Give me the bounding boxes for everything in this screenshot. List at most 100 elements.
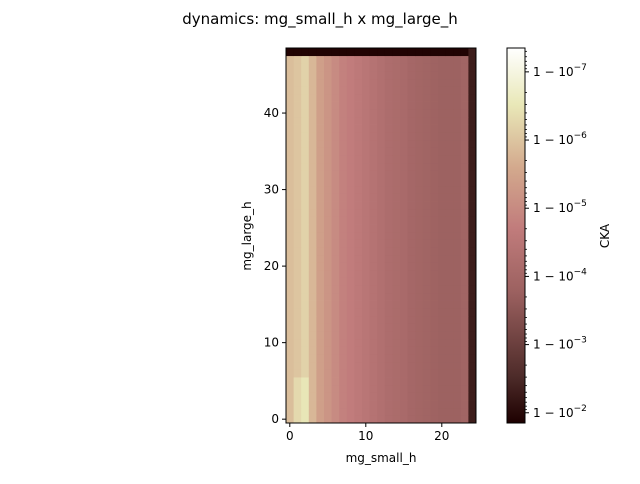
- heatmap-cell: [392, 185, 401, 194]
- heatmap-cell: [415, 201, 424, 210]
- heatmap-cell: [445, 361, 454, 370]
- heatmap-cell: [369, 308, 378, 317]
- heatmap-cell: [392, 162, 401, 171]
- heatmap-cell: [445, 55, 454, 64]
- heatmap-cell: [460, 147, 469, 156]
- heatmap-cell: [331, 178, 340, 187]
- heatmap-cell: [354, 331, 363, 340]
- heatmap-cell: [468, 178, 477, 187]
- heatmap-cell: [301, 224, 310, 233]
- heatmap-cell: [422, 254, 431, 263]
- heatmap-cell: [362, 178, 370, 187]
- heatmap-cell: [316, 269, 325, 278]
- heatmap-cell: [438, 254, 446, 263]
- heatmap-cell: [369, 185, 378, 194]
- heatmap-cell: [316, 48, 325, 57]
- heatmap-cell: [422, 224, 431, 233]
- heatmap-cell: [407, 185, 416, 194]
- heatmap-cell: [400, 224, 408, 233]
- heatmap-cell: [384, 132, 393, 141]
- heatmap-cell: [468, 70, 477, 80]
- heatmap-cell: [445, 224, 454, 233]
- heatmap-cell: [324, 162, 332, 171]
- heatmap-cell: [453, 300, 462, 309]
- heatmap-cell: [438, 139, 446, 148]
- heatmap-cell: [286, 116, 294, 125]
- heatmap-cell: [453, 86, 462, 95]
- heatmap-cell: [354, 124, 363, 133]
- heatmap-cell: [286, 331, 294, 340]
- heatmap-cell: [369, 392, 378, 401]
- heatmap-cell: [377, 70, 386, 80]
- heatmap-cell: [415, 116, 424, 125]
- heatmap-cell: [384, 308, 393, 317]
- heatmap-cell: [422, 338, 431, 347]
- heatmap-cell: [377, 208, 386, 217]
- heatmap-cell: [354, 55, 363, 64]
- heatmap-cell: [400, 262, 408, 271]
- heatmap-cell: [377, 354, 386, 363]
- heatmap-cell: [308, 346, 317, 355]
- heatmap-cell: [346, 147, 355, 156]
- heatmap-cell: [400, 323, 408, 332]
- heatmap-cell: [286, 208, 294, 217]
- heatmap-cell: [445, 132, 454, 141]
- heatmap-cell: [362, 78, 370, 87]
- heatmap-cell: [354, 262, 363, 271]
- heatmap-cell: [308, 315, 317, 324]
- heatmap-cell: [301, 338, 310, 347]
- heatmap-cell: [460, 384, 469, 393]
- heatmap-cell: [369, 384, 378, 393]
- heatmap-cell: [339, 400, 348, 409]
- heatmap-cell: [468, 269, 477, 278]
- heatmap-cell: [407, 63, 416, 72]
- heatmap-cell: [438, 308, 446, 317]
- heatmap-cell: [362, 48, 370, 57]
- heatmap-cell: [468, 392, 477, 401]
- heatmap-cell: [392, 254, 401, 263]
- heatmap-cell: [293, 93, 302, 102]
- heatmap-cell: [460, 185, 469, 194]
- heatmap-cell: [293, 354, 302, 363]
- heatmap-cell: [407, 262, 416, 271]
- heatmap-cell: [460, 78, 469, 87]
- heatmap-cell: [286, 262, 294, 271]
- heatmap-cell: [384, 262, 393, 271]
- heatmap-cell: [369, 63, 378, 72]
- heatmap-cell: [362, 93, 370, 102]
- heatmap-cell: [331, 262, 340, 271]
- heatmap-cell: [392, 239, 401, 248]
- heatmap-cell: [415, 86, 424, 95]
- heatmap-cell: [346, 246, 355, 256]
- heatmap-cell: [407, 384, 416, 393]
- heatmap-cell: [460, 139, 469, 148]
- heatmap-cell: [407, 292, 416, 301]
- heatmap-cell: [308, 300, 317, 309]
- heatmap-cell: [308, 369, 317, 378]
- heatmap-cell: [339, 162, 348, 171]
- heatmap-cell: [331, 63, 340, 72]
- heatmap-cell: [293, 124, 302, 133]
- heatmap-cell: [308, 109, 317, 118]
- heatmap-cell: [468, 231, 477, 240]
- heatmap-cell: [430, 170, 439, 179]
- heatmap-cell: [392, 109, 401, 118]
- heatmap-cell: [445, 147, 454, 156]
- heatmap-cell: [377, 55, 386, 64]
- heatmap-cell: [369, 331, 378, 340]
- heatmap-cell: [422, 377, 431, 386]
- heatmap-cell: [407, 201, 416, 210]
- heatmap-cell: [354, 216, 363, 225]
- heatmap-cell: [286, 78, 294, 87]
- heatmap-cell: [324, 361, 332, 370]
- heatmap-cell: [369, 354, 378, 363]
- heatmap-cell: [453, 239, 462, 248]
- heatmap-cell: [407, 193, 416, 202]
- heatmap-cell: [430, 407, 439, 416]
- heatmap-cell: [415, 292, 424, 301]
- heatmap-cell: [369, 231, 378, 240]
- heatmap-cell: [308, 308, 317, 317]
- heatmap-cell: [384, 400, 393, 409]
- heatmap-cell: [453, 170, 462, 179]
- heatmap-cell: [308, 384, 317, 393]
